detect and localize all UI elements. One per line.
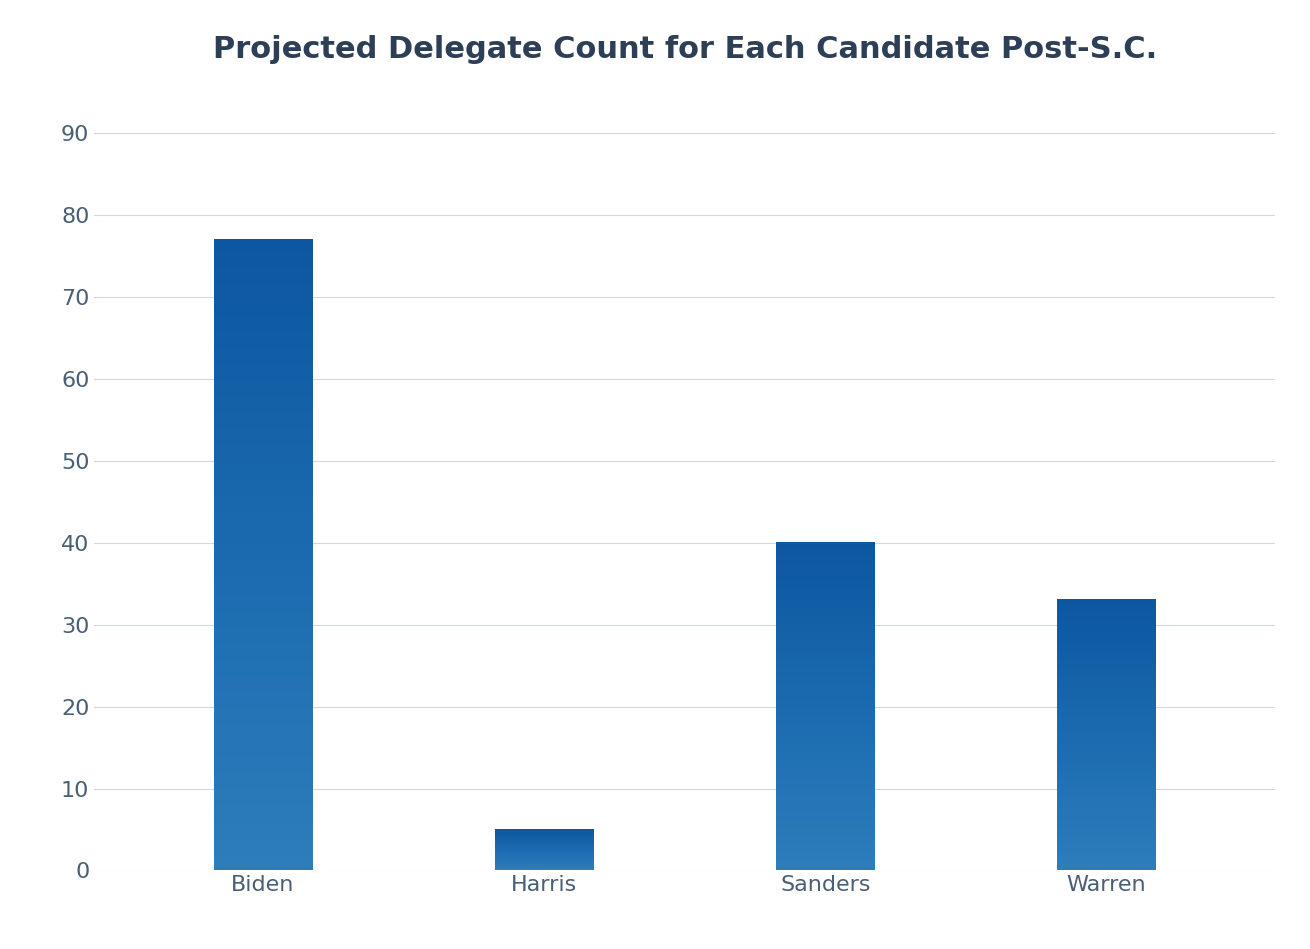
Title: Projected Delegate Count for Each Candidate Post-S.C.: Projected Delegate Count for Each Candid…	[212, 35, 1157, 64]
Bar	[495, 829, 593, 870]
Bar	[1057, 600, 1155, 870]
Bar	[776, 543, 875, 870]
Bar	[214, 240, 312, 870]
